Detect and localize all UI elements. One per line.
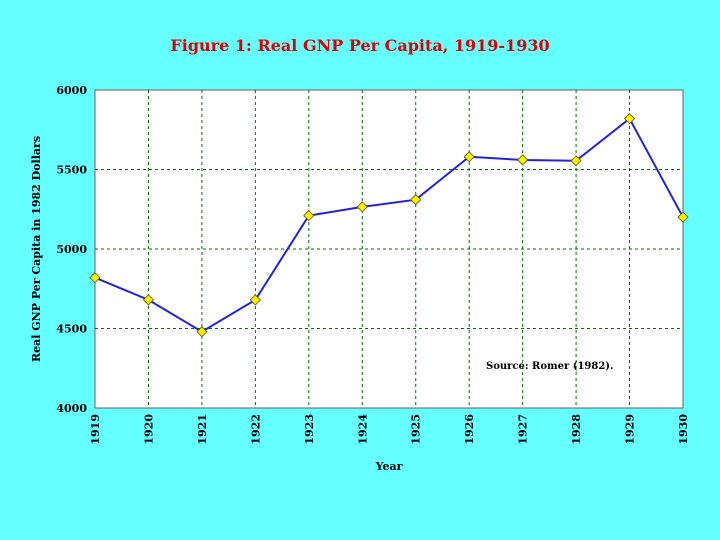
data-point (410, 194, 422, 206)
x-tick-label: 1922 (249, 414, 262, 445)
x-axis-ticks: 1919 1920 1921 1922 1923 1924 1925 1926 1927 1928… (89, 414, 690, 445)
x-tick-label: 1926 (463, 414, 476, 445)
y-tick-label: 4000 (56, 402, 87, 415)
data-point (677, 211, 689, 223)
x-tick-label: 1925 (410, 414, 423, 445)
x-tick-label: 1924 (356, 414, 369, 445)
x-tick-label: 1929 (624, 414, 637, 445)
series-line (94, 117, 684, 333)
data-point (303, 210, 315, 222)
x-tick-label: 1928 (570, 414, 583, 445)
x-tick-label: 1919 (89, 414, 102, 445)
data-point (570, 155, 582, 167)
x-tick-label: 1923 (303, 414, 316, 445)
data-point (623, 113, 636, 125)
chart-title: Figure 1: Real GNP Per Capita, 1919-1930 (170, 36, 550, 55)
x-tick-label: 1920 (142, 414, 155, 445)
data-point (196, 326, 208, 338)
data-point (463, 151, 475, 163)
x-tick-label: 1927 (517, 414, 530, 445)
data-point (356, 201, 368, 213)
grid-lines (95, 90, 683, 408)
y-tick-label: 6000 (56, 84, 87, 97)
y-axis-ticks: 4000 4500 5000 5500 6000 (56, 84, 87, 415)
x-tick-label: 1930 (677, 414, 690, 445)
data-point (517, 154, 529, 166)
data-markers (89, 113, 689, 338)
x-tick-label: 1921 (196, 414, 209, 445)
y-tick-label: 4500 (56, 323, 87, 336)
x-axis-label: Year (375, 460, 403, 473)
y-tick-label: 5500 (56, 164, 87, 177)
y-axis-label: Real GNP Per Capita in 1982 Dollars (30, 136, 43, 362)
data-point (142, 294, 155, 306)
data-point (89, 272, 101, 284)
y-tick-label: 5000 (56, 243, 87, 256)
data-point (249, 294, 261, 306)
source-annotation: Source: Romer (1982). (486, 361, 614, 372)
